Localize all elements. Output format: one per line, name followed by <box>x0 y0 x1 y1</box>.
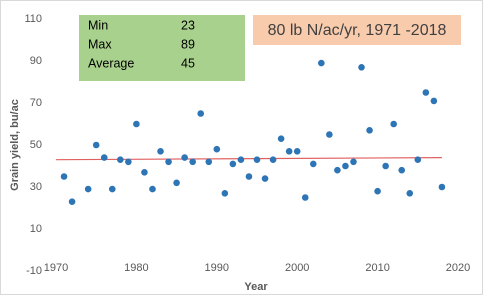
point <box>382 162 389 170</box>
y-tick-label: 90 <box>30 55 42 67</box>
point <box>92 141 100 149</box>
point <box>261 175 269 182</box>
stat-value: 45 <box>181 56 195 70</box>
point <box>205 158 213 166</box>
point <box>108 185 116 193</box>
y-tick-label: 70 <box>30 97 42 109</box>
stats-box <box>79 15 245 81</box>
y-tick-label: 50 <box>30 139 42 151</box>
x-tick-label: 1970 <box>44 262 68 274</box>
y-tick-label: 10 <box>30 223 42 235</box>
stat-label: Max <box>88 37 112 51</box>
point <box>285 148 293 155</box>
stat-label: Min <box>88 18 108 32</box>
point <box>165 158 172 166</box>
point <box>133 120 140 128</box>
x-tick-label: 1990 <box>205 262 229 274</box>
point <box>68 198 76 205</box>
annotation: 80 lb N/ac/yr, 1971 -2018 <box>268 22 447 39</box>
point <box>117 156 124 163</box>
stat-value: 23 <box>181 18 195 32</box>
point <box>237 156 245 163</box>
point <box>100 154 108 161</box>
point <box>309 160 317 168</box>
point <box>334 166 341 174</box>
point <box>197 110 205 117</box>
point <box>181 154 188 161</box>
point <box>414 156 422 163</box>
point <box>430 97 438 105</box>
point <box>293 148 301 155</box>
point <box>406 190 414 197</box>
point <box>277 135 285 142</box>
point <box>221 190 229 197</box>
x-axis-label: Year <box>244 281 268 293</box>
point <box>398 166 406 174</box>
point <box>189 158 196 166</box>
y-tick-label: -10 <box>26 265 42 277</box>
point <box>350 158 357 166</box>
point <box>173 179 180 187</box>
point <box>84 185 92 193</box>
point <box>358 64 365 71</box>
x-tick-label: 1980 <box>124 262 148 274</box>
point <box>301 194 309 201</box>
point <box>245 173 253 180</box>
annotation-box <box>253 15 461 45</box>
point <box>318 59 325 67</box>
point <box>269 156 277 163</box>
trendline <box>55 157 442 161</box>
point <box>229 160 237 168</box>
point <box>326 131 333 138</box>
point <box>253 156 261 163</box>
point <box>213 145 221 153</box>
x-tick-label: 2010 <box>365 262 389 274</box>
point <box>149 185 156 193</box>
point <box>422 89 430 96</box>
point <box>141 169 148 176</box>
y-tick-label: 30 <box>30 181 42 193</box>
y-tick-label: 110 <box>24 13 42 25</box>
point <box>125 158 132 166</box>
point <box>342 162 349 170</box>
stat-value: 89 <box>181 37 195 51</box>
point <box>374 187 381 195</box>
y-axis-label: Grain yield, bu/ac <box>9 99 21 191</box>
point <box>366 127 373 134</box>
point <box>390 120 397 128</box>
x-tick-label: 2000 <box>285 262 309 274</box>
point <box>60 173 68 180</box>
point <box>157 148 164 155</box>
x-tick-label: 2020 <box>446 262 470 274</box>
stat-label: Average <box>88 56 134 70</box>
point <box>438 183 446 191</box>
